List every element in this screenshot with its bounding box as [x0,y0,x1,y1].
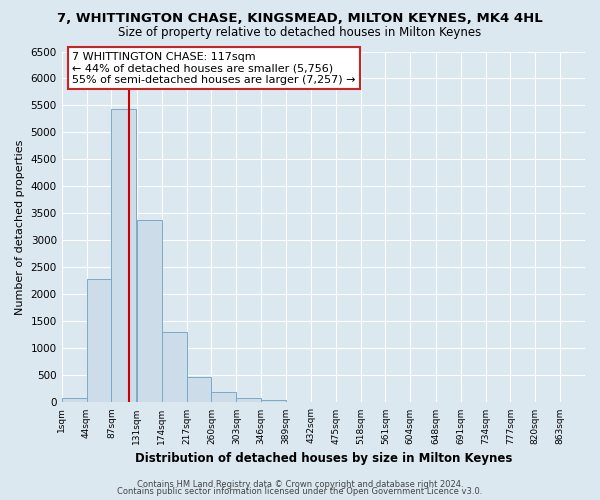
Text: 7 WHITTINGTON CHASE: 117sqm
← 44% of detached houses are smaller (5,756)
55% of : 7 WHITTINGTON CHASE: 117sqm ← 44% of det… [72,52,356,84]
Bar [162,332,187,402]
Y-axis label: Number of detached properties: Number of detached properties [15,140,25,314]
Bar [62,398,86,402]
Bar [137,220,162,402]
Text: Contains HM Land Registry data © Crown copyright and database right 2024.: Contains HM Land Registry data © Crown c… [137,480,463,489]
X-axis label: Distribution of detached houses by size in Milton Keynes: Distribution of detached houses by size … [134,452,512,465]
Bar [236,398,261,402]
Bar [261,400,286,402]
Bar [211,392,236,402]
Text: 7, WHITTINGTON CHASE, KINGSMEAD, MILTON KEYNES, MK4 4HL: 7, WHITTINGTON CHASE, KINGSMEAD, MILTON … [57,12,543,26]
Text: Contains public sector information licensed under the Open Government Licence v3: Contains public sector information licen… [118,487,482,496]
Text: Size of property relative to detached houses in Milton Keynes: Size of property relative to detached ho… [118,26,482,39]
Bar [86,280,112,402]
Bar [112,110,136,403]
Bar [187,376,211,402]
